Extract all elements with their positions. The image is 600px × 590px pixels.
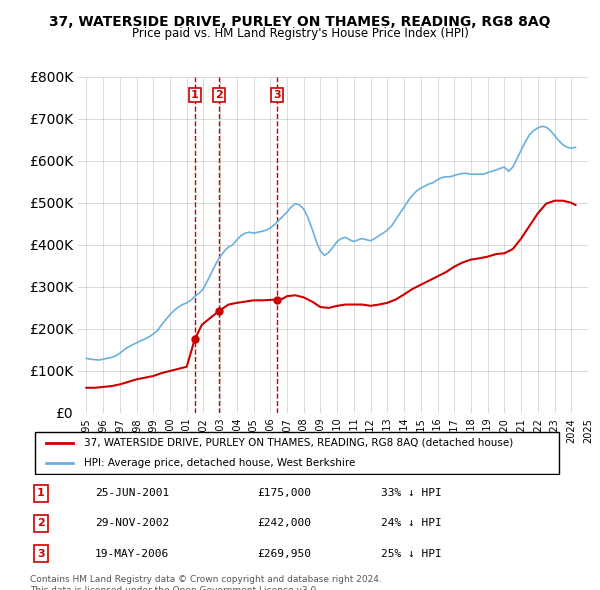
Text: 29-NOV-2002: 29-NOV-2002 [95,519,169,529]
Text: HPI: Average price, detached house, West Berkshire: HPI: Average price, detached house, West… [84,458,355,468]
Text: 3: 3 [273,90,280,100]
Text: 1: 1 [37,489,44,498]
Text: £269,950: £269,950 [257,549,311,559]
Text: £242,000: £242,000 [257,519,311,529]
Text: 3: 3 [37,549,44,559]
Text: 37, WATERSIDE DRIVE, PURLEY ON THAMES, READING, RG8 8AQ: 37, WATERSIDE DRIVE, PURLEY ON THAMES, R… [49,15,551,29]
Text: 24% ↓ HPI: 24% ↓ HPI [381,519,442,529]
Text: Price paid vs. HM Land Registry's House Price Index (HPI): Price paid vs. HM Land Registry's House … [131,27,469,40]
Text: 37, WATERSIDE DRIVE, PURLEY ON THAMES, READING, RG8 8AQ (detached house): 37, WATERSIDE DRIVE, PURLEY ON THAMES, R… [84,438,513,448]
Text: 19-MAY-2006: 19-MAY-2006 [95,549,169,559]
Text: 25% ↓ HPI: 25% ↓ HPI [381,549,442,559]
Text: 33% ↓ HPI: 33% ↓ HPI [381,489,442,498]
Text: 25-JUN-2001: 25-JUN-2001 [95,489,169,498]
Text: 2: 2 [215,90,223,100]
Text: Contains HM Land Registry data © Crown copyright and database right 2024.
This d: Contains HM Land Registry data © Crown c… [30,575,382,590]
Text: 2: 2 [37,519,44,529]
FancyBboxPatch shape [35,432,559,474]
Text: £175,000: £175,000 [257,489,311,498]
Text: 1: 1 [191,90,199,100]
